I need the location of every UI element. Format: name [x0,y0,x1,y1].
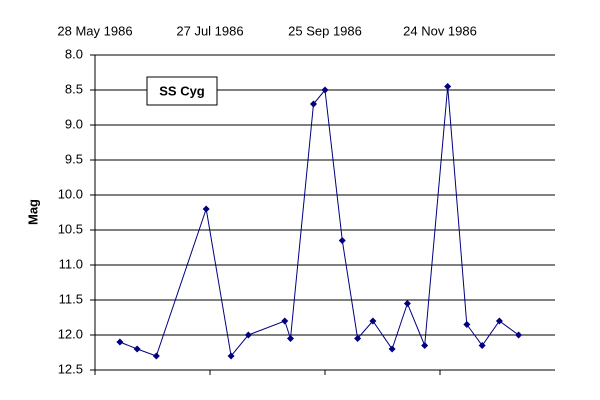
y-tick-label: 11.5 [59,291,83,306]
point [478,342,486,349]
point [321,86,329,94]
y-tick-label: 8.5 [65,81,83,96]
point [495,317,503,325]
point [444,83,452,90]
point [463,321,471,328]
x-tick-label: 28 May 1986 [57,23,132,38]
point [287,335,294,342]
y-tick-label: 12.5 [58,361,83,376]
y-tick-label: 11.0 [59,256,83,271]
point [152,352,160,360]
point [244,331,252,339]
point [421,342,429,349]
point [227,352,235,360]
point [133,345,141,353]
annotation: SS Cyg [159,83,205,98]
point [388,345,396,353]
y-tick-label: 10.0 [58,186,83,201]
point [116,338,124,346]
y-tick-label: 9.5 [65,151,83,166]
x-tick-label: 24 Nov 1986 [403,23,477,38]
y-tick-label: 8.0 [65,46,83,61]
line [119,86,519,358]
point [354,335,362,342]
point [281,317,289,325]
point [403,300,411,307]
point [202,205,210,213]
y-tick-label: 12.0 [58,326,83,341]
point [310,100,317,108]
y-tick-label: 10.5 [58,221,83,236]
x-tick-label: 25 Sep 1986 [288,23,362,38]
y-axis-label: Mag [25,199,40,225]
point [515,331,523,339]
x-tick-label: 27 Jul 1986 [176,23,243,38]
point [338,237,346,244]
annotation-box [146,76,218,106]
point [369,317,377,325]
y-tick-label: 9.0 [65,116,83,131]
